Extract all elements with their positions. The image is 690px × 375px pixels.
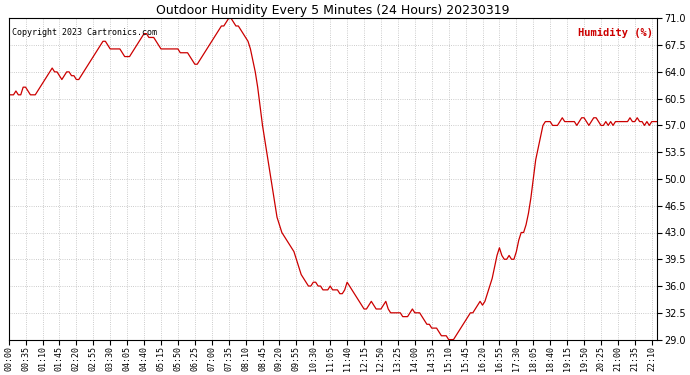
Text: Humidity (%): Humidity (%) — [578, 28, 653, 38]
Text: Copyright 2023 Cartronics.com: Copyright 2023 Cartronics.com — [12, 28, 157, 37]
Title: Outdoor Humidity Every 5 Minutes (24 Hours) 20230319: Outdoor Humidity Every 5 Minutes (24 Hou… — [156, 4, 509, 17]
